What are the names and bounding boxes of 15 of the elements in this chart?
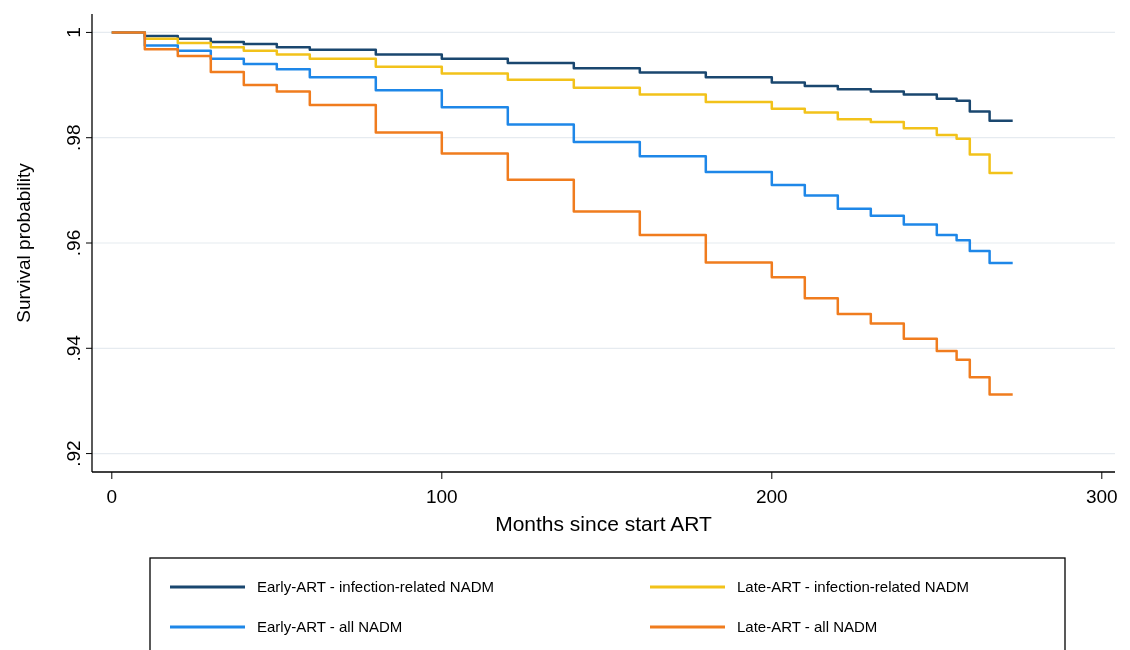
legend-label: Late-ART - infection-related NADM: [737, 578, 970, 595]
x-axis-title: Months since start ART: [495, 512, 713, 535]
x-tick-label: 200: [755, 486, 788, 507]
y-axis-title: Survival probability: [13, 162, 34, 323]
x-tick-label: 0: [106, 486, 118, 507]
y-tick-label: .94: [63, 334, 84, 362]
y-tick-label: .96: [63, 229, 84, 257]
x-tick-label: 300: [1085, 486, 1118, 507]
x-tick-label: 100: [425, 486, 458, 507]
y-tick-label: .98: [63, 124, 84, 151]
y-tick-label: 1: [63, 27, 84, 38]
legend-label: Early-ART - all NADM: [257, 618, 403, 635]
legend-label: Early-ART - infection-related NADM: [257, 578, 495, 595]
y-tick-label: .92: [63, 440, 84, 467]
legend-label: Late-ART - all NADM: [737, 618, 878, 635]
